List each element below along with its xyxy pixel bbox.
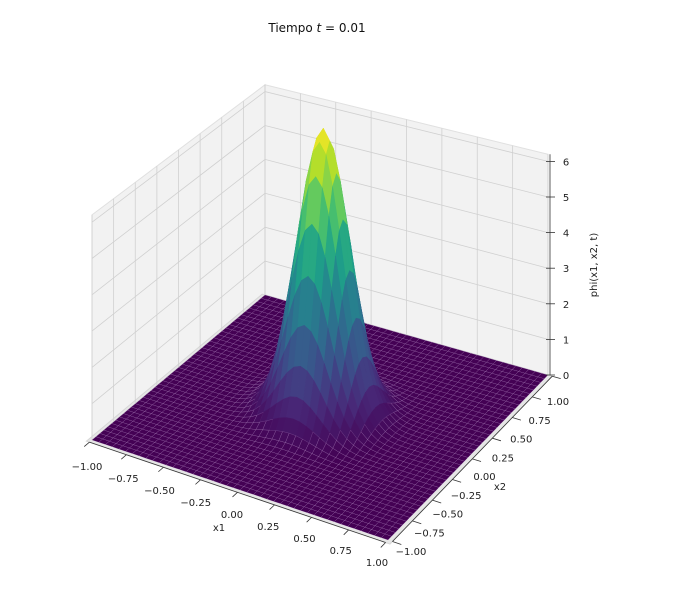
grid-line xyxy=(91,226,549,368)
tick-mark xyxy=(512,417,521,421)
surface-facet xyxy=(424,488,436,496)
surface-facet xyxy=(435,477,447,484)
x-tick-label: 0.00 xyxy=(221,510,243,521)
tick-mark xyxy=(269,504,275,510)
surface-facet xyxy=(431,481,443,488)
y-tick-label: −0.75 xyxy=(414,528,445,539)
y-tick-label: 0.50 xyxy=(510,435,532,446)
chart-title: Tiempo t = 0.01 xyxy=(0,21,634,35)
surface-facet xyxy=(420,492,432,499)
tick-mark xyxy=(552,375,561,379)
surface-facet xyxy=(504,406,516,413)
y-tick-label: −0.50 xyxy=(432,510,463,521)
tick-mark xyxy=(121,454,127,460)
z-tick-label: 2 xyxy=(563,300,569,311)
grid-line xyxy=(91,91,549,223)
z-axis-label: phi(x1, x2, t) xyxy=(589,233,600,298)
x-tick-label: 0.75 xyxy=(330,546,352,557)
surface-facet xyxy=(533,376,545,383)
surface-facet xyxy=(439,474,451,481)
tick-mark xyxy=(158,466,164,473)
z-tick-label: 1 xyxy=(563,335,569,346)
surface-facet xyxy=(497,414,509,421)
tick-mark xyxy=(195,479,201,485)
surface xyxy=(91,127,549,541)
grid-line xyxy=(91,125,549,259)
title-variable: t xyxy=(316,21,322,35)
x-tick-label: −0.75 xyxy=(108,474,139,485)
grid-line xyxy=(91,192,549,332)
y-tick-label: −0.25 xyxy=(451,491,482,502)
tick-mark xyxy=(343,529,349,536)
grid-line xyxy=(91,158,549,296)
surface-facet xyxy=(428,485,440,492)
z-tick-label: 3 xyxy=(563,264,569,275)
grid-line xyxy=(91,260,549,405)
surface-facet xyxy=(380,533,392,541)
x-axis-line xyxy=(89,441,386,543)
x-tick-label: −1.00 xyxy=(72,462,103,473)
tick-mark xyxy=(83,441,90,447)
z-tick-label: 5 xyxy=(563,193,569,204)
z-tick-label: 6 xyxy=(563,157,569,168)
tick-mark xyxy=(306,517,312,523)
title-suffix: = 0.01 xyxy=(321,21,366,35)
y-tick-label: 0.75 xyxy=(528,416,550,427)
tick-mark xyxy=(472,458,482,462)
x-tick-label: −0.25 xyxy=(180,498,211,509)
title-prefix: Tiempo xyxy=(268,21,317,35)
axes: −1.00 −0.75 −0.50 −0.25 0.00 0.25 0.50 0.75 1.00… xyxy=(72,154,569,569)
tick-mark xyxy=(432,499,442,504)
y-axis-label: x2 xyxy=(494,482,506,493)
surface-facet xyxy=(446,466,458,473)
x-axis-label: x1 xyxy=(213,523,225,534)
y-tick-label: −1.00 xyxy=(396,547,427,558)
x-tick-label: −0.50 xyxy=(144,486,175,497)
x-tick-label: 1.00 xyxy=(366,558,388,569)
y-tick-label: 0.00 xyxy=(473,472,495,483)
surface-facet xyxy=(523,387,534,394)
y-tick-label: 1.00 xyxy=(547,397,569,408)
x-tick-label: 0.50 xyxy=(293,534,315,545)
tick-mark xyxy=(380,542,386,548)
tick-mark xyxy=(532,396,541,400)
tick-mark xyxy=(412,520,422,525)
tick-mark xyxy=(492,437,502,442)
surface-facet xyxy=(453,459,465,466)
z-tick-label: 0 xyxy=(563,371,569,382)
z-tick-label: 4 xyxy=(563,229,569,240)
tick-mark xyxy=(232,492,238,498)
y-tick-label: 0.25 xyxy=(492,453,514,464)
tick-mark xyxy=(452,479,462,483)
surface-facet xyxy=(413,500,425,507)
x-tick-label: 0.25 xyxy=(257,522,279,533)
tick-mark xyxy=(392,541,402,545)
